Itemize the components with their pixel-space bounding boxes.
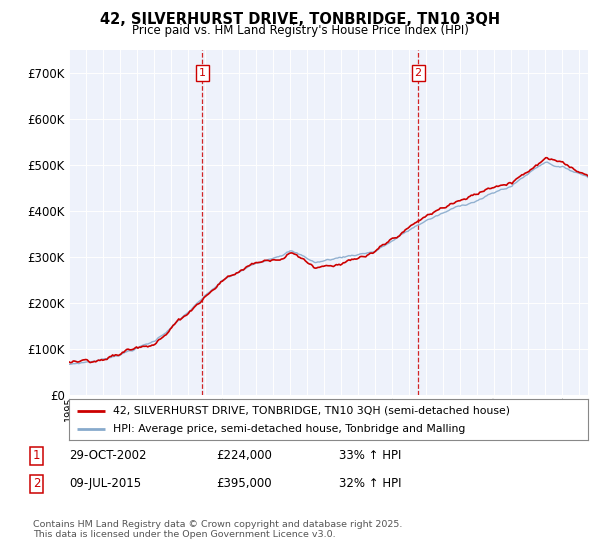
Text: 42, SILVERHURST DRIVE, TONBRIDGE, TN10 3QH: 42, SILVERHURST DRIVE, TONBRIDGE, TN10 3… bbox=[100, 12, 500, 27]
Text: 09-JUL-2015: 09-JUL-2015 bbox=[69, 477, 141, 490]
Text: Contains HM Land Registry data © Crown copyright and database right 2025.
This d: Contains HM Land Registry data © Crown c… bbox=[33, 520, 403, 539]
Text: 42, SILVERHURST DRIVE, TONBRIDGE, TN10 3QH (semi-detached house): 42, SILVERHURST DRIVE, TONBRIDGE, TN10 3… bbox=[113, 405, 510, 416]
Text: 33% ↑ HPI: 33% ↑ HPI bbox=[339, 449, 401, 462]
Text: 1: 1 bbox=[199, 68, 206, 78]
Text: HPI: Average price, semi-detached house, Tonbridge and Malling: HPI: Average price, semi-detached house,… bbox=[113, 424, 466, 434]
Text: 2: 2 bbox=[33, 477, 41, 490]
Text: Price paid vs. HM Land Registry's House Price Index (HPI): Price paid vs. HM Land Registry's House … bbox=[131, 24, 469, 36]
Text: £224,000: £224,000 bbox=[216, 449, 272, 462]
Text: 1: 1 bbox=[33, 449, 41, 462]
Text: £395,000: £395,000 bbox=[216, 477, 272, 490]
Text: 32% ↑ HPI: 32% ↑ HPI bbox=[339, 477, 401, 490]
Text: 2: 2 bbox=[415, 68, 422, 78]
Text: 29-OCT-2002: 29-OCT-2002 bbox=[69, 449, 146, 462]
